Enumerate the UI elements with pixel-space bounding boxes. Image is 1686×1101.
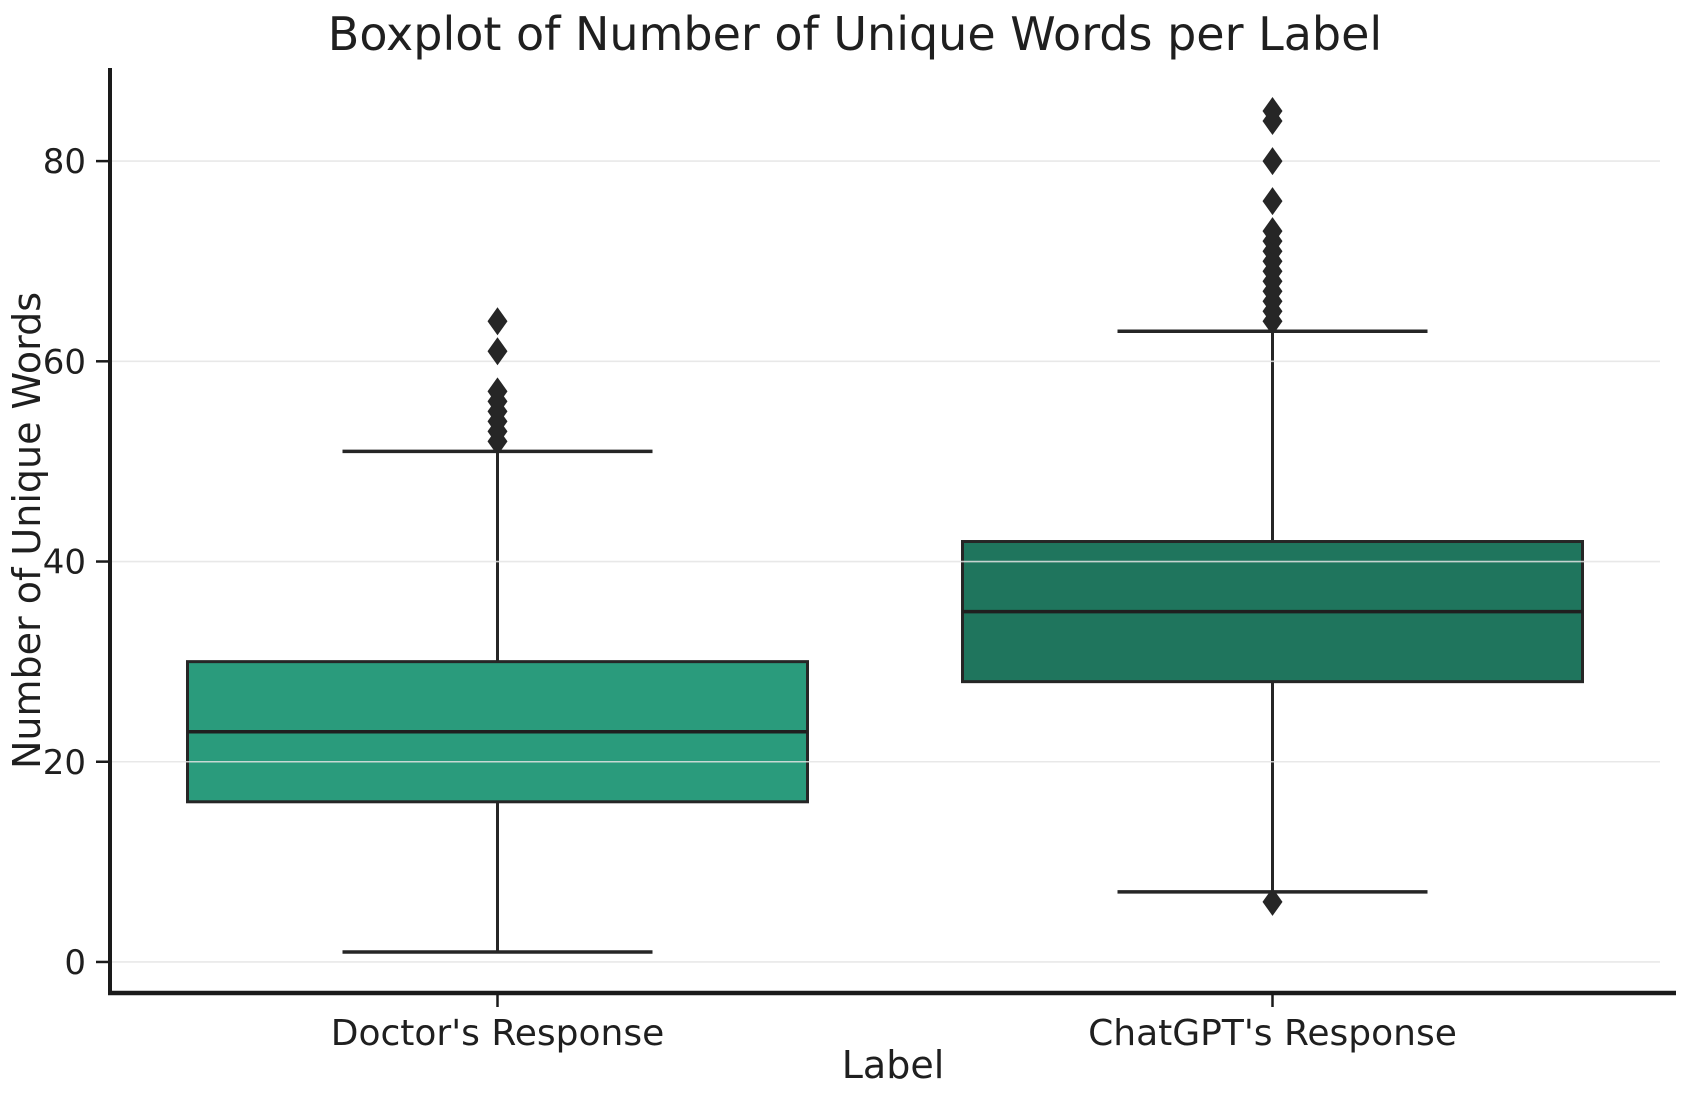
outlier-diamond — [1262, 187, 1283, 216]
outliers-layer — [487, 97, 1283, 916]
labels-layer: Boxplot of Number of Unique Words per La… — [5, 7, 1382, 1087]
outlier-diamond — [1262, 217, 1283, 246]
y-axis-label: Number of Unique Words — [5, 292, 49, 769]
axes-layer: 0 20 40 60 80 Doctor's Response ChatGPT's Resp… — [43, 68, 1676, 1054]
x-tick-label-doctor-s-response: Doctor's Response — [331, 1013, 664, 1054]
outlier-diamond — [1262, 147, 1283, 176]
outlier-diamond — [487, 307, 508, 336]
y-tick-label: 20 — [43, 743, 86, 783]
gridlines-layer — [110, 160, 1660, 963]
outlier-diamond — [1262, 97, 1283, 126]
y-tick-label: 60 — [43, 342, 86, 382]
outlier-diamond — [487, 377, 508, 406]
box-chatgpt-s-response — [961, 329, 1584, 894]
box-doctor-s-response — [186, 449, 809, 954]
boxes-layer — [186, 329, 1584, 954]
x-tick-label-chatgpt-s-response: ChatGPT's Response — [1088, 1013, 1457, 1054]
chart-title: Boxplot of Number of Unique Words per La… — [328, 7, 1382, 61]
outlier-diamond — [1262, 887, 1283, 916]
outlier-diamond — [487, 337, 508, 366]
y-tick-label: 0 — [64, 943, 86, 983]
y-tick-label: 80 — [43, 142, 86, 182]
x-axis-label: Label — [842, 1043, 945, 1087]
y-tick-label: 40 — [43, 543, 86, 583]
